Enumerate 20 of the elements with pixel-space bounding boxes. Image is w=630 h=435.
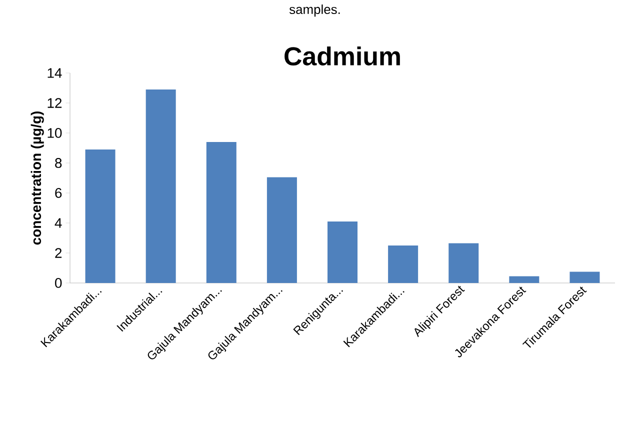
y-tick-label: 12 <box>48 98 62 108</box>
bar <box>146 89 176 283</box>
bar <box>206 142 236 283</box>
y-tick-label: 2 <box>55 248 62 258</box>
bar <box>266 177 297 283</box>
y-tick-label: 0 <box>55 278 62 288</box>
bar <box>448 243 479 283</box>
chart-title: Cadmium <box>284 46 400 66</box>
bar <box>509 276 540 283</box>
y-tick-label: 6 <box>55 188 62 198</box>
bar <box>570 272 600 283</box>
y-tick-label: 4 <box>54 218 62 228</box>
text: samples. <box>289 4 340 17</box>
y-tick-label: 10 <box>48 128 62 138</box>
y-tick-label: 8 <box>55 158 62 168</box>
y-axis-title: concentration (µg/g) <box>30 112 44 245</box>
bar <box>388 245 418 283</box>
bar <box>85 149 116 283</box>
y-tick-label: 14 <box>48 68 62 78</box>
bar <box>328 221 358 283</box>
